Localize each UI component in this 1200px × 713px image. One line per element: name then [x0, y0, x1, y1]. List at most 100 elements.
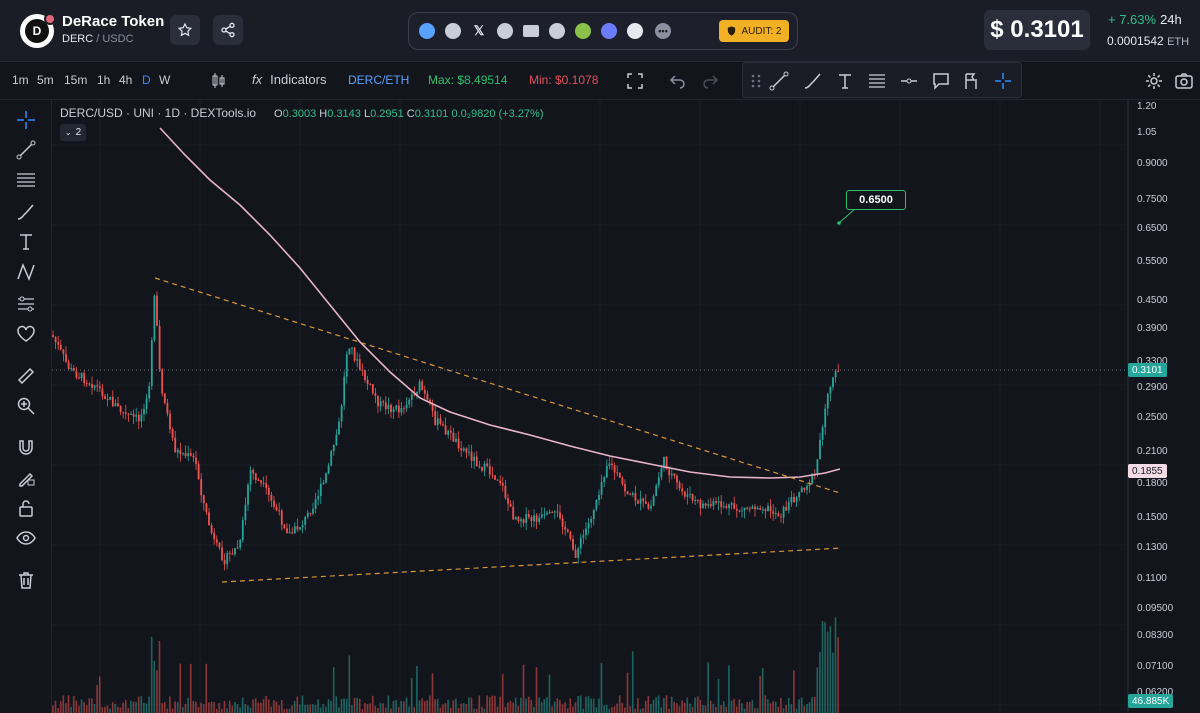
heart-icon[interactable] — [16, 324, 36, 344]
text-icon[interactable] — [16, 232, 36, 252]
redo-icon[interactable] — [700, 71, 720, 91]
website-icon[interactable] — [445, 23, 461, 39]
volume-bar — [408, 706, 410, 713]
camera-icon[interactable] — [1174, 71, 1194, 91]
indicators-button[interactable]: fx Indicators — [252, 72, 327, 87]
undo-icon[interactable] — [668, 71, 688, 91]
price-chart[interactable] — [52, 100, 1200, 713]
fib-icon[interactable] — [867, 71, 887, 91]
price-axis-label: 0.07100 — [1137, 661, 1174, 672]
crosshair-tool-icon[interactable] — [16, 110, 36, 130]
ruler-icon[interactable] — [16, 366, 36, 386]
text-tool-icon[interactable] — [835, 71, 855, 91]
candle-body — [689, 494, 691, 496]
pattern-icon[interactable] — [16, 262, 36, 282]
candle-body — [304, 516, 307, 525]
target-price-label[interactable]: 0.6500 — [846, 190, 906, 210]
callout-icon[interactable] — [931, 71, 951, 91]
timeframe-w[interactable]: W — [159, 73, 171, 87]
flag-icon[interactable] — [961, 71, 981, 91]
crosshair-icon[interactable] — [993, 71, 1013, 91]
candle-body — [273, 500, 275, 507]
lock-drawing-icon[interactable] — [16, 468, 36, 488]
favorite-button[interactable] — [170, 15, 200, 45]
settings-icon[interactable] — [1144, 71, 1164, 91]
fib-retracement-icon[interactable] — [16, 170, 36, 190]
drag-handle-icon[interactable] — [749, 73, 763, 89]
timeframe-5m[interactable]: 5m — [37, 73, 54, 87]
candle-body — [148, 386, 151, 399]
volume-bar — [808, 702, 811, 713]
timeframe-d[interactable]: D — [142, 73, 151, 87]
upper-trendline[interactable] — [154, 277, 841, 494]
volume-bar — [735, 706, 738, 713]
fullscreen-icon[interactable] — [625, 71, 645, 91]
candle-body — [101, 388, 104, 397]
dextools-icon[interactable] — [419, 23, 435, 39]
timeframe-1m[interactable]: 1m — [12, 73, 29, 87]
trash-icon[interactable] — [16, 570, 36, 590]
lower-trendline[interactable] — [221, 547, 843, 583]
candle-body — [494, 475, 496, 480]
candle-body — [390, 404, 392, 413]
volume-bar — [569, 698, 572, 713]
volume-bar — [473, 708, 475, 713]
volume-bar — [751, 700, 754, 713]
candle-body — [639, 498, 642, 504]
candles-icon[interactable] — [208, 71, 228, 91]
volume-bar — [800, 697, 803, 713]
eye-icon[interactable] — [16, 528, 36, 548]
candle-body — [161, 369, 164, 394]
volume-bar — [618, 695, 621, 713]
x-twitter-icon[interactable]: 𝕏 — [473, 23, 485, 38]
timeframe-15m[interactable]: 15m — [64, 73, 88, 87]
zoom-in-icon[interactable] — [16, 396, 36, 416]
candle-body — [345, 354, 348, 377]
brush-tool-icon[interactable] — [16, 202, 36, 222]
coingecko-icon[interactable] — [575, 23, 591, 39]
price-axis-label: 0.1500 — [1137, 512, 1168, 523]
email-icon[interactable] — [523, 25, 539, 37]
candle-body — [652, 496, 655, 506]
timeframe-4h[interactable]: 4h — [119, 73, 133, 87]
current-price-tag: 0.3101 — [1128, 363, 1167, 377]
brush-icon[interactable] — [803, 71, 823, 91]
pair-separator: / — [96, 33, 100, 45]
discord-icon[interactable] — [549, 23, 565, 39]
price-change: + 7.63% 24h — [1108, 12, 1182, 27]
trendline-icon[interactable] — [769, 71, 789, 91]
ratio-toggle[interactable]: DERC/ETH — [348, 73, 410, 87]
candle-body — [267, 487, 270, 495]
candle-body — [600, 482, 603, 495]
volume-bar — [644, 700, 647, 713]
timeframe-1h[interactable]: 1h — [97, 73, 111, 87]
volume-bar — [208, 702, 210, 713]
candle-body — [312, 508, 314, 514]
horizontal-line-icon[interactable] — [899, 71, 919, 91]
coinmarketcap-icon[interactable] — [601, 23, 617, 39]
target-point[interactable] — [837, 221, 841, 225]
share-button[interactable] — [213, 15, 243, 45]
volume-bar — [704, 705, 707, 713]
candle-body — [135, 414, 138, 417]
star-icon — [177, 22, 193, 37]
legend-collapse-button[interactable]: ⌄ 2 — [60, 124, 86, 141]
more-icon[interactable]: ••• — [655, 23, 671, 39]
magnet-icon[interactable] — [16, 438, 36, 458]
candle-body — [512, 506, 515, 520]
volume-bar — [486, 695, 488, 713]
candle-body — [260, 480, 262, 483]
measure-icon[interactable] — [16, 294, 36, 314]
line-tool-icon[interactable] — [16, 140, 36, 160]
volume-bar — [273, 700, 275, 713]
etherscan-icon[interactable] — [627, 23, 643, 39]
volume-bar — [546, 697, 548, 713]
audit-badge[interactable]: AUDIT: 2 — [719, 20, 789, 42]
telegram-icon[interactable] — [497, 23, 513, 39]
volume-bar — [132, 701, 135, 713]
volume-bar — [166, 708, 169, 713]
lock-icon[interactable] — [16, 498, 36, 518]
candle-body — [299, 527, 301, 530]
candle-body — [117, 403, 119, 406]
volume-bar — [423, 701, 426, 713]
